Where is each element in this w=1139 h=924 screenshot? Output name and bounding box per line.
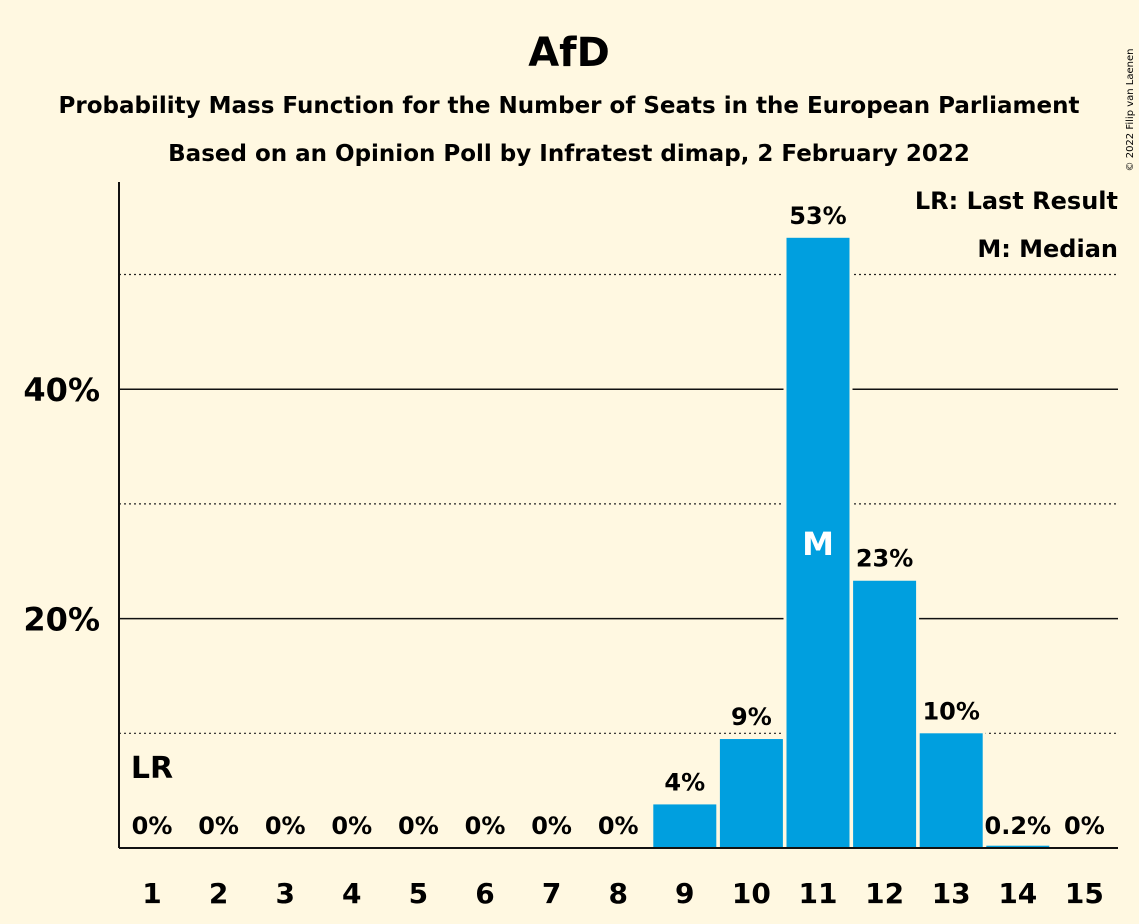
data-label: 0% [132,812,173,840]
bar-halo [983,842,1053,848]
data-label: 0% [465,812,506,840]
gridlines [119,273,1118,734]
axes: 20%40%1 2 3 4 5 6 7 8 9 10 11 12 13 14 15 [23,182,1118,910]
x-tick-label: 15 [1065,877,1104,910]
x-tick-label: 4 [342,877,361,910]
y-tick-label: 40% [23,371,100,409]
x-tick-label: 6 [475,877,494,910]
x-tick-label: 1 [142,877,161,910]
chart-title: AfD [528,30,610,76]
data-label: 9% [731,703,772,731]
legend-entry: LR: Last Result [915,187,1118,215]
last-result-marker: LR [131,751,173,786]
data-label: 0% [265,812,306,840]
x-tick-label: 3 [275,877,294,910]
data-label: 0% [1064,812,1105,840]
data-label: 0% [598,812,639,840]
data-label: 0% [198,812,239,840]
legend-entry: M: Median [977,235,1118,263]
data-label: 23% [856,545,913,573]
data-label: 10% [922,697,979,725]
data-label: 0.2% [985,812,1052,840]
x-tick-label: 11 [799,877,838,910]
data-label: 0% [398,812,439,840]
bar [919,733,983,848]
bar [986,845,1050,848]
x-tick-label: 12 [865,877,904,910]
chart-subtitle: Probability Mass Function for the Number… [59,93,1080,119]
data-label: 53% [789,202,846,230]
data-label: 0% [331,812,372,840]
bar [653,804,717,848]
bar [786,237,850,848]
legend: LR: Last Result M: Median [915,187,1118,263]
chart-subtitle-poll: Based on an Opinion Poll by Infratest di… [168,141,970,167]
x-tick-label: 10 [732,877,771,910]
median-marker: M [802,525,834,563]
bars [650,234,1053,848]
x-tick-label: 7 [542,877,561,910]
copyright: © 2022 Filip van Laenen [1125,49,1136,172]
x-tick-label: 13 [932,877,971,910]
x-tick-label: 14 [998,877,1037,910]
data-labels: 0% 0% 0% 0% 0% 0% 0% 0% 4% 9% 53% 23% 10% 0.2% 0% M LR [131,202,1105,840]
data-label: 0% [531,812,572,840]
data-label: 4% [664,768,705,796]
x-tick-label: 5 [409,877,428,910]
bar [853,580,917,848]
x-tick-label: 8 [608,877,627,910]
x-tick-label: 9 [675,877,694,910]
x-tick-label: 2 [209,877,228,910]
bar [719,739,783,848]
y-tick-label: 20% [23,601,100,639]
